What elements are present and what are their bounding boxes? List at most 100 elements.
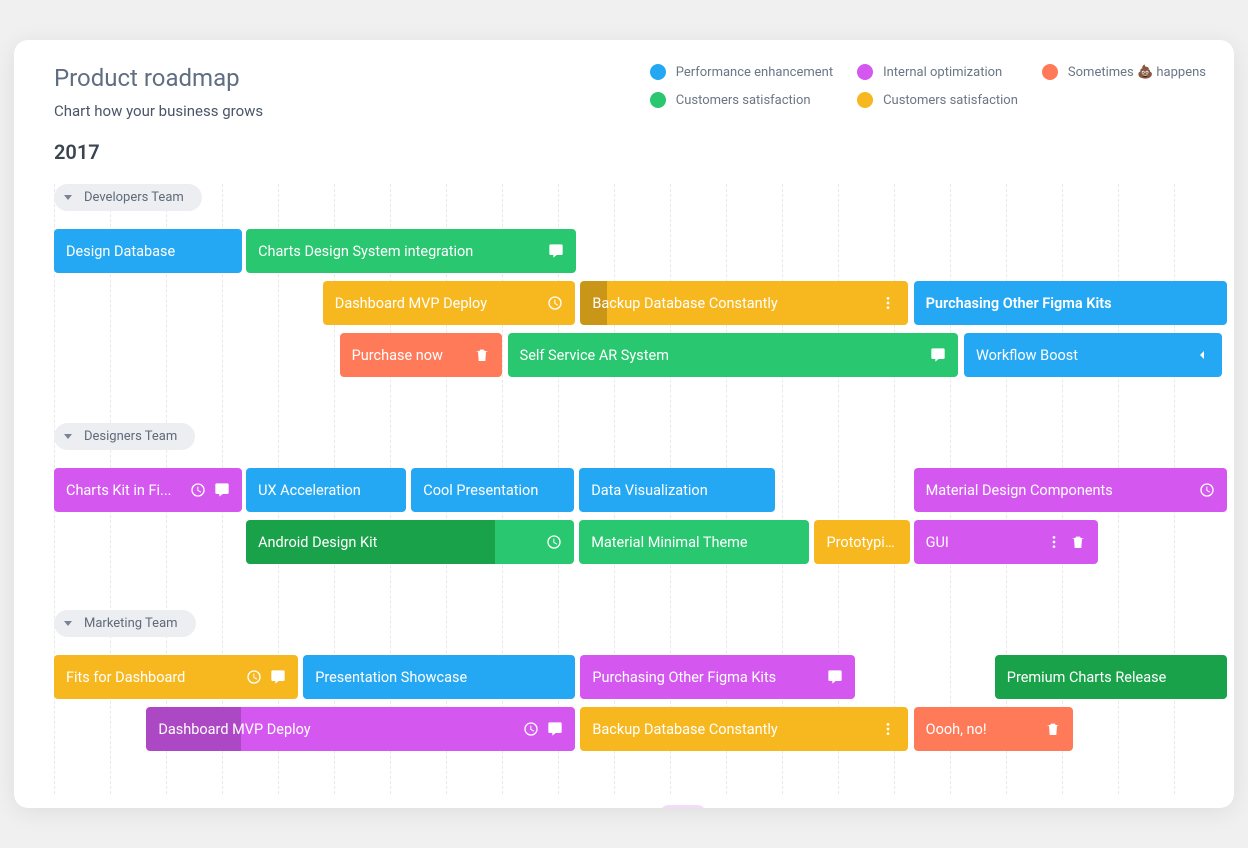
task-bar[interactable]: UX Acceleration [246,468,406,512]
month-label[interactable]: JUN [334,807,390,808]
chat-icon[interactable] [548,243,564,259]
chevron-down-icon [64,195,72,200]
task-label: Purchasing Other Figma Kits [926,295,1216,312]
trash-icon[interactable] [1045,721,1061,737]
timeline-area: Developers Team Design Database Charts Des… [14,184,1234,794]
caret-left-icon[interactable] [1194,347,1210,363]
month-label[interactable]: JUL [390,807,446,808]
clock-icon[interactable] [1199,482,1215,498]
month-label[interactable]: JUL [1062,807,1118,808]
task-icons [827,669,843,685]
month-label[interactable]: JAN [726,807,782,808]
task-bar[interactable]: Oooh, no! [914,707,1074,751]
month-label[interactable]: JUN [1006,807,1062,808]
task-bar[interactable]: Prototyping [814,520,909,564]
lane: Dashboard MVP Deploy Backup Database Cons… [14,707,1234,755]
task-label: Dashboard MVP Deploy [158,721,514,738]
task-bar[interactable]: Self Service AR System [508,333,959,377]
page-subtitle: Chart how your business grows [54,102,263,120]
month-label[interactable]: APR [222,807,278,808]
task-bar[interactable]: Backup Database Constantly [580,281,908,325]
task-icons [1046,534,1086,550]
month-label[interactable]: SEP [502,807,558,808]
trash-icon[interactable] [474,347,490,363]
task-bar[interactable]: Backup Database Constantly [580,707,908,751]
month-label[interactable]: AUG [1118,807,1174,808]
task-bar[interactable]: Cool Presentation [411,468,573,512]
task-label: Backup Database Constantly [592,295,872,312]
month-label[interactable]: APR [894,807,950,808]
task-bar[interactable]: Data Visualization [579,468,775,512]
group-header[interactable]: Marketing Team [54,610,196,637]
task-bar[interactable]: Premium Charts Release [995,655,1227,699]
task-label: Oooh, no! [926,721,1038,738]
legend-item: Internal optimization [857,64,1018,80]
group-header[interactable]: Designers Team [54,423,195,450]
month-label[interactable]: MAR [838,807,894,808]
task-bar[interactable]: GUI [914,520,1099,564]
task-bar[interactable]: Workflow Boost [964,333,1222,377]
task-label: Cool Presentation [423,482,561,499]
lane: Android Design Kit Material Minimal Theme… [14,520,1234,568]
chat-icon[interactable] [827,669,843,685]
month-label[interactable]: FEB [110,807,166,808]
chat-icon[interactable] [547,721,563,737]
group-spacer [14,759,1234,797]
task-bar[interactable]: Material Minimal Theme [579,520,809,564]
task-bar[interactable]: Charts Kit in Fi... [54,468,242,512]
task-bar[interactable]: Material Design Components [914,468,1228,512]
month-label[interactable]: JAN [54,807,110,808]
task-label: Charts Design System integration [258,243,540,260]
month-label[interactable]: OCT [558,807,614,808]
swimlanes: Fits for DashboardPresentation Showcase P… [14,655,1234,755]
lane: Purchase nowSelf Service AR SystemWorkfl… [14,333,1234,381]
month-label[interactable]: SEP [1174,807,1230,808]
task-bar[interactable]: Design Database [54,229,242,273]
task-bar[interactable]: Fits for Dashboard [54,655,298,699]
task-icons [546,534,562,550]
task-label: Design Database [66,243,230,260]
group-header[interactable]: Developers Team [54,184,202,211]
task-bar[interactable]: Purchasing Other Figma Kits [914,281,1228,325]
trash-icon[interactable] [1070,534,1086,550]
legend-dot-icon [1042,64,1058,80]
task-label: Data Visualization [591,482,763,499]
task-icons [190,482,230,498]
month-label[interactable]: MAY [950,807,1006,808]
clock-icon[interactable] [546,534,562,550]
task-bar[interactable]: Presentation Showcase [303,655,575,699]
month-label[interactable]: MAY [670,807,726,808]
chat-icon[interactable] [930,347,946,363]
month-label[interactable]: MAR [166,807,222,808]
task-label: Purchasing Other Figma Kits [592,669,818,686]
task-icons [1199,482,1215,498]
clock-icon[interactable] [547,295,563,311]
group-spacer [14,385,1234,423]
swimlanes: Charts Kit in Fi...UX Acceleration Cool P… [14,468,1234,568]
group-name: Developers Team [84,190,184,205]
task-bar[interactable]: Android Design Kit [246,520,574,564]
task-bar[interactable]: Charts Design System integration [246,229,576,273]
clock-icon[interactable] [523,721,539,737]
task-bar[interactable]: Dashboard MVP Deploy [146,707,574,751]
more-icon[interactable] [880,721,896,737]
chat-icon[interactable] [214,482,230,498]
task-label: Material Minimal Theme [591,534,797,551]
legend-dot-icon [857,64,873,80]
legend-dot-icon [650,92,666,108]
month-label[interactable]: MAY [278,807,334,808]
task-bar[interactable]: Purchasing Other Figma Kits [580,655,854,699]
clock-icon[interactable] [246,669,262,685]
legend-label: Customers satisfaction [883,93,1018,108]
task-icons [474,347,490,363]
chat-icon[interactable] [270,669,286,685]
month-label[interactable]: FEB [782,807,838,808]
month-label[interactable]: AUG [446,807,502,808]
more-icon[interactable] [880,295,896,311]
task-label: Backup Database Constantly [592,721,872,738]
task-bar[interactable]: Purchase now [340,333,502,377]
task-icons [548,243,564,259]
clock-icon[interactable] [190,482,206,498]
task-bar[interactable]: Dashboard MVP Deploy [323,281,575,325]
more-icon[interactable] [1046,534,1062,550]
